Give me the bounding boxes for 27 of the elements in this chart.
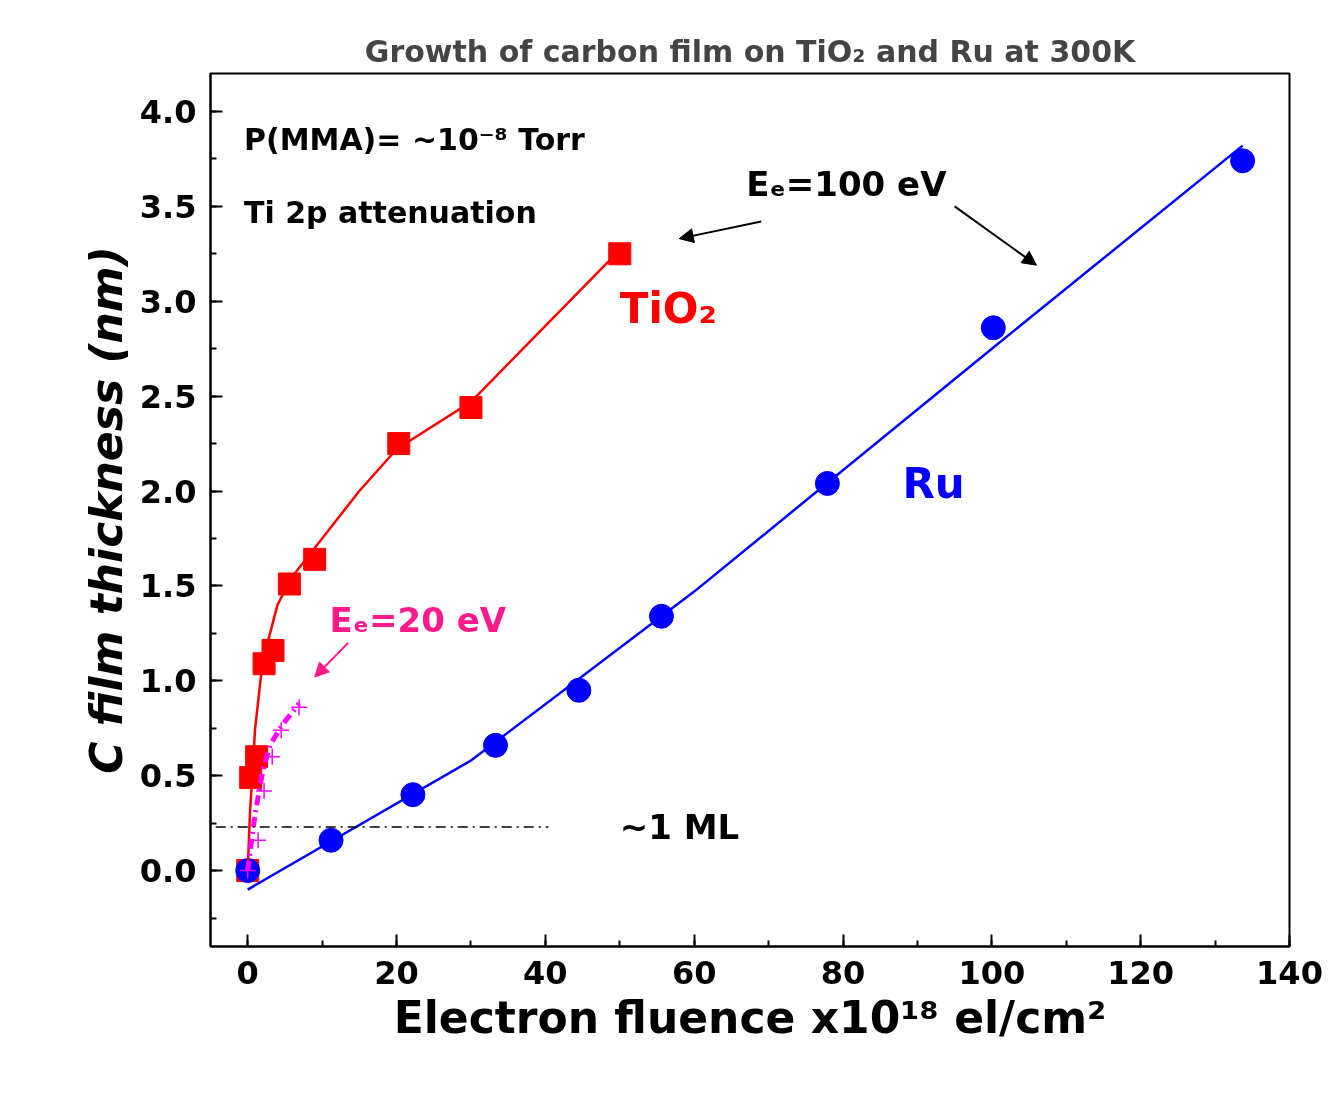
chart-title: Growth of carbon film on TiO₂ and Ru at 300K [364, 33, 1137, 69]
x-axis-title: Electron fluence x10¹⁸ el/cm² [393, 991, 1107, 1043]
y-tick-label: 3.5 [139, 187, 197, 226]
x-tick-label: 120 [1107, 953, 1175, 992]
annotation: Ti 2p attenuation [243, 194, 537, 230]
annotation: Eₑ=100 eV [746, 163, 948, 204]
x-tick-label: 100 [958, 953, 1026, 992]
x-tick-label: 140 [1256, 953, 1323, 992]
x-tick-label: 20 [374, 953, 419, 992]
y-tick-label: 2.0 [139, 472, 197, 511]
y-tick-label: 0.0 [139, 852, 197, 891]
annotation: ~1 ML [619, 806, 740, 847]
y-tick-label: 3.0 [139, 282, 197, 321]
series-label: TiO₂ [619, 284, 717, 334]
series-label: Ru [902, 458, 965, 508]
x-tick-label: 60 [671, 953, 717, 992]
x-tick-label: 0 [236, 953, 259, 992]
y-tick-label: 2.5 [139, 377, 197, 416]
y-tick-label: 1.0 [139, 662, 197, 701]
y-tick-label: 1.5 [139, 567, 197, 606]
y-tick-label: 4.0 [139, 92, 197, 131]
annotation: P(MMA)= ~10⁻⁸ Torr [243, 122, 586, 158]
x-tick-label: 80 [820, 953, 866, 992]
y-tick-label: 0.5 [139, 757, 197, 796]
x-tick-label: 40 [523, 953, 568, 992]
annotation: Eₑ=20 eV [329, 600, 507, 641]
y-axis-title: C film thickness (nm) [80, 246, 132, 774]
